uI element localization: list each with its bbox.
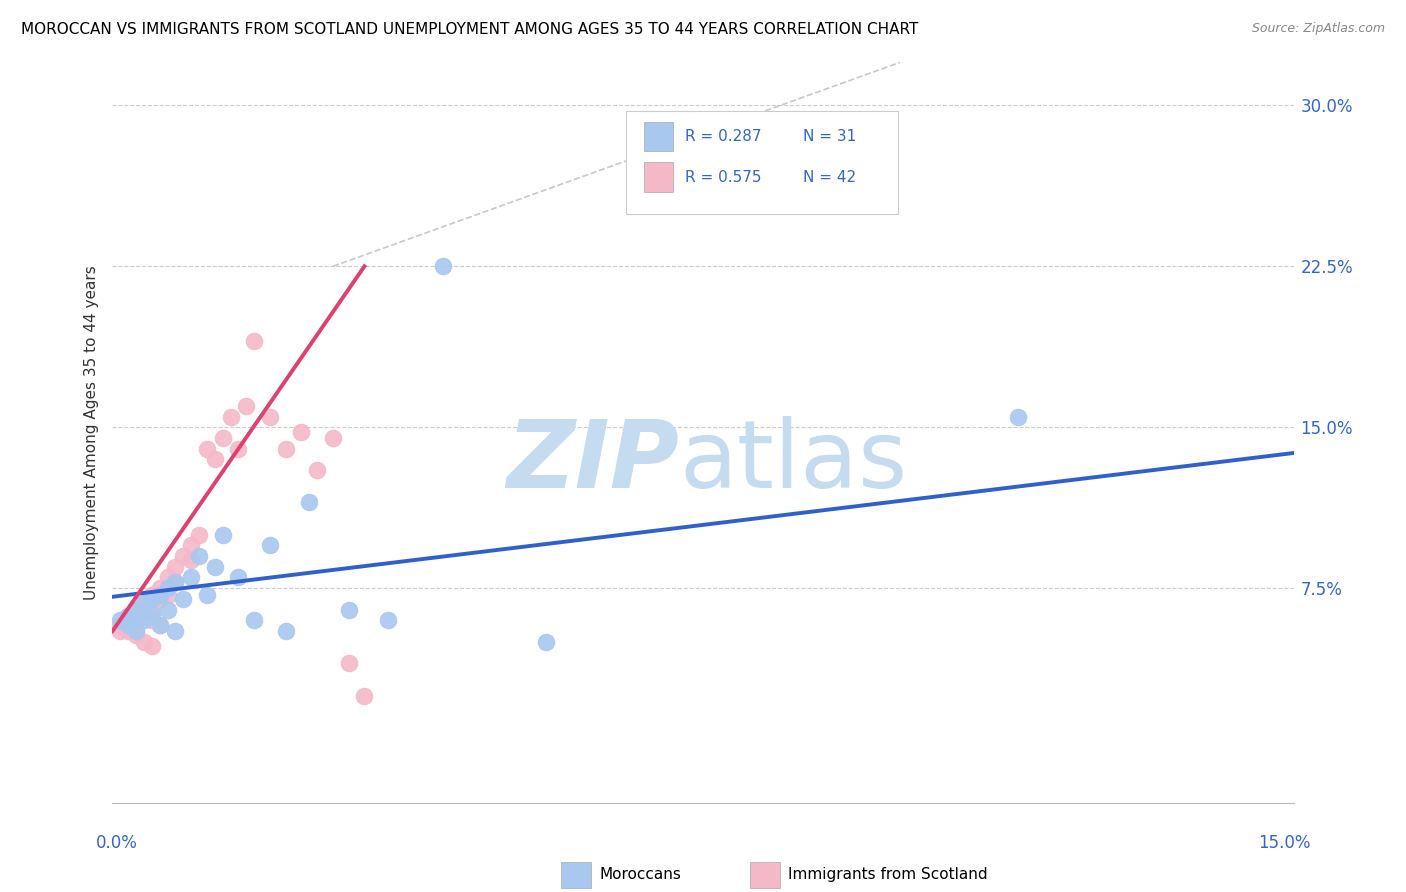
Point [307, 463, 329, 477]
Text: N = 42: N = 42 [803, 169, 856, 185]
Point [156, 588, 179, 602]
Point [117, 614, 139, 628]
FancyBboxPatch shape [626, 111, 898, 214]
Point [132, 635, 155, 649]
Point [219, 409, 242, 424]
Point [322, 431, 344, 445]
Point [110, 614, 132, 628]
Point [125, 617, 148, 632]
Point [110, 624, 132, 639]
Point [432, 260, 454, 274]
Point [149, 591, 172, 606]
Point [125, 628, 148, 642]
Point [298, 495, 321, 509]
Point [149, 581, 172, 595]
Point [188, 549, 211, 563]
Point [117, 624, 139, 639]
Point [290, 425, 312, 439]
Point [149, 617, 172, 632]
Text: ZIP: ZIP [506, 417, 679, 508]
Point [534, 635, 557, 649]
Point [125, 602, 148, 616]
Point [259, 409, 281, 424]
Text: atlas: atlas [679, 417, 908, 508]
Point [117, 609, 139, 624]
Point [172, 591, 194, 606]
Text: Moroccans: Moroccans [599, 867, 681, 882]
Point [211, 431, 233, 445]
Point [132, 607, 155, 621]
Point [141, 591, 163, 606]
FancyBboxPatch shape [751, 862, 780, 888]
Text: 15.0%: 15.0% [1258, 834, 1310, 852]
Point [235, 399, 257, 413]
Point [156, 602, 179, 616]
Point [195, 442, 218, 456]
FancyBboxPatch shape [561, 862, 591, 888]
Point [125, 614, 148, 628]
Point [132, 596, 155, 610]
Point [132, 596, 155, 610]
Point [180, 570, 202, 584]
Point [1007, 409, 1029, 424]
Point [110, 617, 132, 632]
Point [377, 614, 399, 628]
Point [141, 639, 163, 653]
Text: 0.0%: 0.0% [96, 834, 138, 852]
Text: Source: ZipAtlas.com: Source: ZipAtlas.com [1251, 22, 1385, 36]
Text: N = 31: N = 31 [803, 129, 856, 144]
Point [165, 574, 187, 589]
Point [141, 602, 163, 616]
Point [337, 657, 360, 671]
Point [195, 588, 218, 602]
Text: R = 0.287: R = 0.287 [685, 129, 762, 144]
Text: R = 0.575: R = 0.575 [685, 169, 762, 185]
Point [165, 624, 187, 639]
Point [274, 624, 297, 639]
Point [353, 689, 375, 703]
Point [149, 617, 172, 632]
Point [259, 538, 281, 552]
Point [141, 588, 163, 602]
Y-axis label: Unemployment Among Ages 35 to 44 years: Unemployment Among Ages 35 to 44 years [83, 265, 98, 600]
Point [228, 442, 250, 456]
Point [337, 602, 360, 616]
Point [243, 614, 266, 628]
Point [117, 617, 139, 632]
Point [204, 559, 226, 574]
Point [165, 559, 187, 574]
Point [274, 442, 297, 456]
Point [141, 614, 163, 628]
Point [149, 588, 172, 602]
Point [156, 570, 179, 584]
Point [125, 602, 148, 616]
Point [156, 581, 179, 595]
Point [211, 527, 233, 541]
Point [228, 570, 250, 584]
Point [243, 334, 266, 349]
Text: Immigrants from Scotland: Immigrants from Scotland [787, 867, 987, 882]
Point [180, 538, 202, 552]
Text: MOROCCAN VS IMMIGRANTS FROM SCOTLAND UNEMPLOYMENT AMONG AGES 35 TO 44 YEARS CORR: MOROCCAN VS IMMIGRANTS FROM SCOTLAND UNE… [21, 22, 918, 37]
Point [132, 614, 155, 628]
Point [172, 549, 194, 563]
FancyBboxPatch shape [644, 162, 673, 192]
FancyBboxPatch shape [644, 121, 673, 152]
Point [125, 624, 148, 639]
Point [180, 553, 202, 567]
Point [141, 607, 163, 621]
Point [117, 609, 139, 624]
Point [204, 452, 226, 467]
Point [165, 574, 187, 589]
Point [188, 527, 211, 541]
